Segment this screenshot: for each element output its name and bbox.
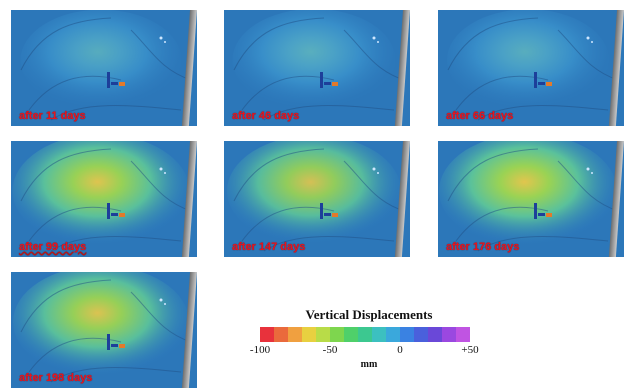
displacement-map	[438, 10, 624, 126]
legend-unit: mm	[360, 359, 378, 370]
panel-label: after 147 days	[232, 241, 306, 253]
displacement-map	[438, 141, 624, 257]
legend-tick-label: +50	[461, 344, 479, 356]
legend-swatch	[274, 327, 288, 342]
displacement-map	[11, 141, 197, 257]
legend: Vertical Displacements -100 -50 0 +50 mm	[250, 307, 483, 387]
legend-swatch	[330, 327, 344, 342]
displacement-map	[11, 272, 197, 388]
legend-swatch	[372, 327, 386, 342]
panel-label: after 46 days	[232, 110, 300, 122]
displacement-map	[224, 141, 410, 257]
panel-label: after 176 days	[446, 241, 520, 253]
legend-swatch	[288, 327, 302, 342]
displacement-panel: after 66 days	[438, 10, 624, 126]
displacement-panel: after 176 days	[438, 141, 624, 257]
legend-colorbar	[260, 327, 470, 342]
displacement-map	[224, 10, 410, 126]
legend-tick-label: -50	[322, 344, 338, 356]
legend-swatch	[386, 327, 400, 342]
panel-label: after 11 days	[19, 110, 86, 122]
legend-title: Vertical Displacements	[305, 307, 433, 322]
legend-swatch	[260, 327, 274, 342]
displacement-panel: after 147 days	[224, 141, 410, 257]
panel-label: after 198 days	[19, 372, 93, 384]
legend-swatch	[442, 327, 456, 342]
displacement-panel: after 198 days	[11, 272, 197, 388]
legend-swatch	[456, 327, 470, 342]
displacement-panel: after 99 days	[11, 141, 197, 257]
legend-swatch	[302, 327, 316, 342]
displacement-map	[11, 10, 197, 126]
legend-swatch	[414, 327, 428, 342]
legend-tick-label: 0	[397, 344, 403, 356]
panel-label: after 66 days	[446, 110, 514, 122]
legend-swatch	[344, 327, 358, 342]
legend-tick-label: -100	[249, 344, 271, 356]
panel-label: after 99 days	[19, 241, 87, 253]
displacement-panel: after 11 days	[11, 10, 197, 126]
legend-swatch	[358, 327, 372, 342]
legend-swatch	[428, 327, 442, 342]
legend-swatch	[400, 327, 414, 342]
displacement-panel: after 46 days	[224, 10, 410, 126]
legend-swatch	[316, 327, 330, 342]
